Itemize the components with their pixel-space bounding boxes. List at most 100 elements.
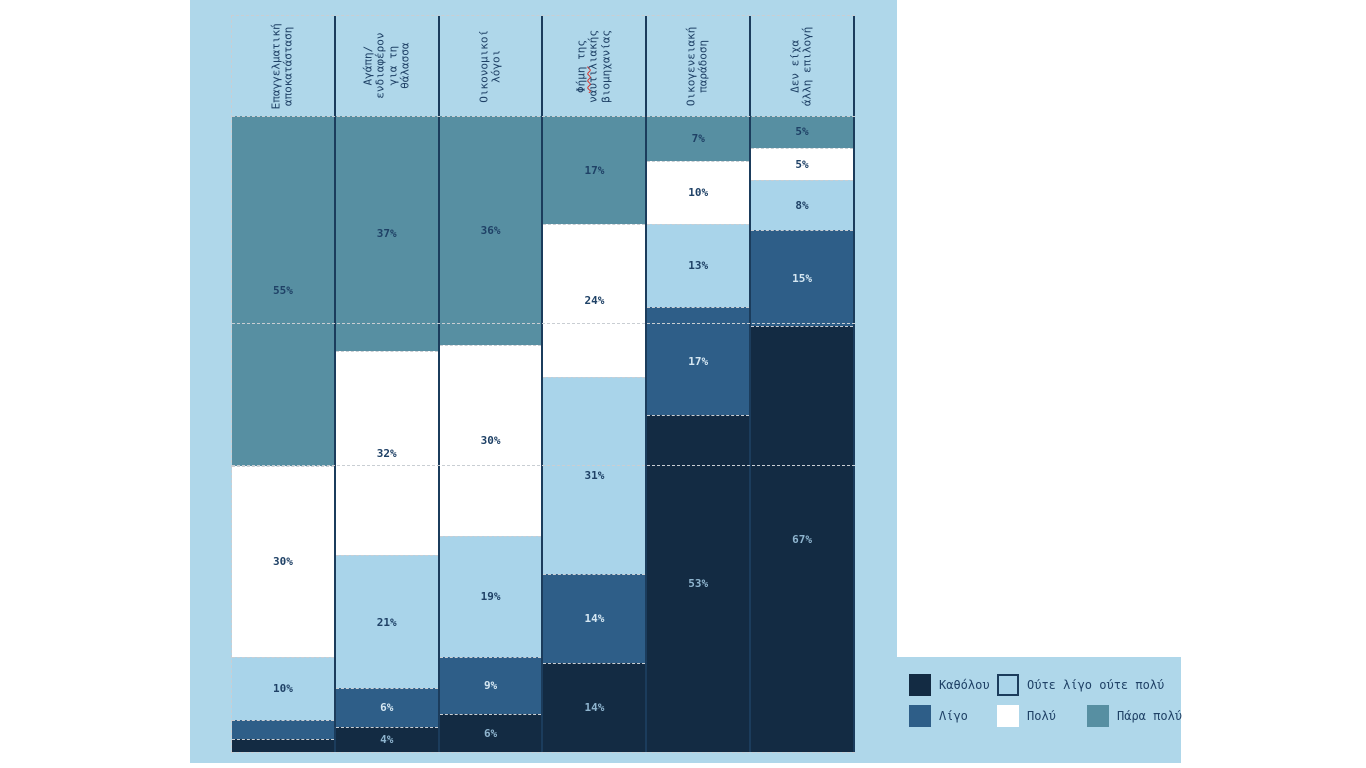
segment-value-label: 9%	[483, 679, 498, 693]
bar-segment[interactable]: 30%	[232, 465, 334, 657]
bar-segment[interactable]: 5%	[751, 116, 853, 148]
segment-value-label: 10%	[272, 682, 293, 696]
chart-column: Οικονομικοί λόγοι 36% 30% 19% 9% 6%	[439, 16, 544, 752]
bar-segment[interactable]: 14%	[543, 662, 646, 752]
legend-item[interactable]: Πάρα πολύ	[1087, 705, 1182, 727]
bar-segment[interactable]: 36%	[439, 116, 542, 345]
legend-swatch	[997, 674, 1019, 696]
segment-value-label: 10%	[688, 186, 709, 200]
segment-value-label: 4%	[380, 733, 394, 747]
bar-segment[interactable]: 10%	[647, 160, 750, 225]
legend-label: Ούτε λίγο ούτε πολύ	[1027, 678, 1165, 692]
segment-value-label: 13%	[688, 259, 709, 273]
bar-segment[interactable]: 14%	[543, 573, 646, 663]
column-header-cell: Οικονομικοί λόγοι	[440, 16, 542, 116]
chart-column: Φήμη της ναυτιλιακής βιομηχανίας 17% 24% 31…	[543, 16, 648, 752]
legend-label: Καθόλου	[939, 678, 990, 692]
bar-segment[interactable]: 32%	[335, 351, 438, 555]
column-bars: 7% 10% 13% 17% 53%	[647, 116, 750, 752]
column-header-cell: Αγάπη/ ενδιαφέρον για τη θάλασσα	[336, 16, 438, 116]
segment-value-label: 30%	[480, 434, 501, 448]
bar-segment[interactable]: 10%	[232, 656, 334, 721]
bar-segment[interactable]: 30%	[439, 344, 542, 536]
column-header-label: Οικονομικοί λόγοι	[477, 29, 503, 103]
bar-segment[interactable]: 24%	[543, 224, 646, 377]
column-header-cell: Φήμη της ναυτιλιακής βιομηχανίας	[543, 16, 645, 116]
segment-value-label: 53%	[688, 577, 709, 591]
legend-item[interactable]: Πολύ	[997, 705, 1056, 727]
segment-value-label: 15%	[792, 272, 812, 286]
bar-segment[interactable]: 31%	[543, 376, 646, 574]
bar-segment[interactable]: 13%	[647, 224, 750, 307]
segment-value-label: 30%	[272, 555, 293, 569]
segment-value-label: 24%	[584, 294, 605, 308]
column-header-label: Επαγγελματική αποκατάσταση	[269, 22, 295, 110]
segment-value-label: 67%	[792, 532, 812, 546]
bar-segment[interactable]	[232, 739, 334, 752]
bar-segment[interactable]: 55%	[232, 116, 334, 466]
segment-value-label: 55%	[272, 284, 293, 298]
chart-column: Οικογενειακή παράδοση 7% 10% 13% 17% 53%	[647, 16, 752, 752]
stacked-bar-chart: Επαγγελματική αποκατάσταση 55% 30% 10% Αγάπη…	[231, 15, 855, 753]
legend-label: Λίγο	[939, 709, 968, 723]
bar-segment[interactable]: 9%	[439, 656, 542, 714]
column-header-label: Φήμη της ναυτιλιακής βιομηχανίας	[575, 19, 613, 113]
legend-swatch	[997, 705, 1019, 727]
bar-segment[interactable]: 5%	[751, 147, 853, 180]
chart-column: Δεν είχα άλλη επιλογή 5% 5% 8% 15% 67%	[751, 16, 855, 752]
segment-value-label: 19%	[480, 590, 501, 604]
bar-segment[interactable]: 37%	[335, 116, 438, 352]
bar-segment[interactable]: 17%	[543, 116, 646, 225]
chart-column: Αγάπη/ ενδιαφέρον για τη θάλασσα 37% 32% 21…	[335, 16, 440, 752]
segment-value-label: 37%	[376, 227, 397, 241]
bar-segment[interactable]: 19%	[439, 535, 542, 657]
segment-value-label: 17%	[584, 163, 605, 177]
bar-segment[interactable]: 8%	[751, 179, 853, 231]
column-header-cell: Επαγγελματική αποκατάσταση	[232, 16, 334, 116]
legend-label: Πάρα πολύ	[1117, 709, 1183, 723]
legend-item[interactable]: Λίγο	[909, 705, 968, 727]
segment-value-label: 31%	[584, 469, 605, 483]
column-header-label: Δεν είχα άλλη επιλογή	[788, 26, 815, 106]
chart-canvas: Επαγγελματική αποκατάσταση 55% 30% 10% Αγάπη…	[190, 0, 897, 763]
legend-item[interactable]: Καθόλου	[909, 674, 990, 696]
legend-swatch	[909, 705, 931, 727]
bar-segment[interactable]: 7%	[647, 116, 750, 161]
bar-segment[interactable]: 53%	[647, 414, 750, 752]
segment-value-label: 5%	[795, 125, 809, 139]
segment-value-label: 7%	[691, 131, 705, 145]
chart-legend: Καθόλου Ούτε λίγο ούτε πολύ Λίγο Πολύ Πάρα π…	[895, 657, 1182, 763]
segment-value-label: 6%	[380, 701, 394, 715]
bar-segment[interactable]: 67%	[751, 325, 853, 752]
column-bars: 5% 5% 8% 15% 67%	[751, 116, 853, 752]
bar-segment[interactable]: 6%	[335, 688, 438, 727]
segment-value-label: 14%	[584, 612, 605, 626]
bar-segment[interactable]: 6%	[439, 713, 542, 752]
segment-value-label: 8%	[795, 199, 809, 213]
bar-segment[interactable]: 4%	[335, 726, 438, 752]
bar-segment[interactable]: 21%	[335, 554, 438, 689]
bar-segment[interactable]: 17%	[647, 306, 750, 415]
chart-column: Επαγγελματική αποκατάσταση 55% 30% 10%	[232, 16, 336, 752]
legend-item[interactable]: Ούτε λίγο ούτε πολύ	[997, 674, 1164, 696]
segment-value-label: 32%	[376, 447, 397, 461]
segment-value-label: 6%	[483, 726, 498, 740]
legend-swatch	[1087, 705, 1109, 727]
legend-label: Πολύ	[1027, 709, 1056, 723]
column-header-cell: Οικογενειακή παράδοση	[647, 16, 749, 116]
segment-value-label: 14%	[584, 701, 605, 715]
column-header-label: Αγάπη/ ενδιαφέρον για τη θάλασσα	[361, 32, 412, 100]
bar-segment[interactable]: 15%	[751, 230, 853, 326]
column-bars: 36% 30% 19% 9% 6%	[439, 116, 542, 752]
segment-value-label: 36%	[480, 223, 501, 237]
column-bars: 17% 24% 31% 14% 14%	[543, 116, 646, 752]
column-bars: 37% 32% 21% 6% 4%	[335, 116, 438, 752]
legend-swatch	[909, 674, 931, 696]
segment-value-label: 21%	[376, 615, 397, 629]
column-bars: 55% 30% 10%	[232, 116, 334, 752]
column-header-label: Οικογενειακή παράδοση	[684, 26, 711, 106]
bar-segment[interactable]	[232, 720, 334, 740]
column-header-cell: Δεν είχα άλλη επιλογή	[751, 16, 853, 116]
segment-value-label: 5%	[795, 157, 809, 171]
